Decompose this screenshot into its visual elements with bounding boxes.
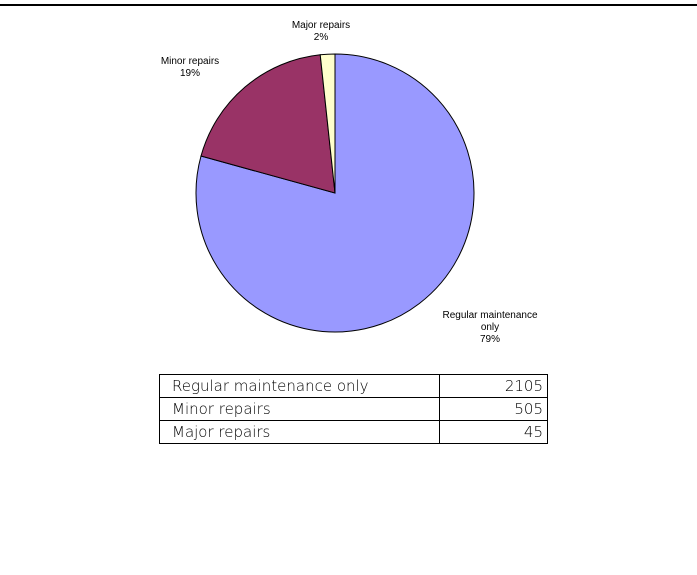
slice-label-line: Regular maintenance xyxy=(442,310,537,321)
table-cell-category: Major repairs xyxy=(159,420,440,444)
data-table: Regular maintenance only 2105 Minor repa… xyxy=(159,374,548,444)
table-cell-value: 505 xyxy=(439,397,548,421)
slice-label: Regular maintenance only 79% xyxy=(442,310,537,345)
slice-label: Minor repairs 19% xyxy=(161,56,219,79)
slice-label-line: only xyxy=(481,322,499,333)
pie-slice xyxy=(319,53,336,194)
table-row: Major repairs 45 xyxy=(159,420,548,444)
table-row: Regular maintenance only 2105 xyxy=(159,374,548,398)
slice-label-line: Minor repairs xyxy=(161,56,219,67)
slice-label-line: 19% xyxy=(180,68,200,79)
slice-label-line: Major repairs xyxy=(292,20,350,31)
table-cell-value: 2105 xyxy=(439,374,548,398)
table-row: Minor repairs 505 xyxy=(159,397,548,421)
pie-slice xyxy=(195,53,475,333)
table-cell-value: 45 xyxy=(439,420,548,444)
slice-label: Major repairs 2% xyxy=(292,20,350,43)
table-cell-category: Minor repairs xyxy=(159,397,440,421)
slice-label-line: 2% xyxy=(314,32,329,43)
slice-label-line: 79% xyxy=(480,334,500,345)
pie-slice xyxy=(200,54,336,194)
table-cell-category: Regular maintenance only xyxy=(159,374,440,398)
top-rule xyxy=(0,4,697,6)
pie-chart: Regular maintenance only 79% Minor repairs 1… xyxy=(161,20,538,345)
